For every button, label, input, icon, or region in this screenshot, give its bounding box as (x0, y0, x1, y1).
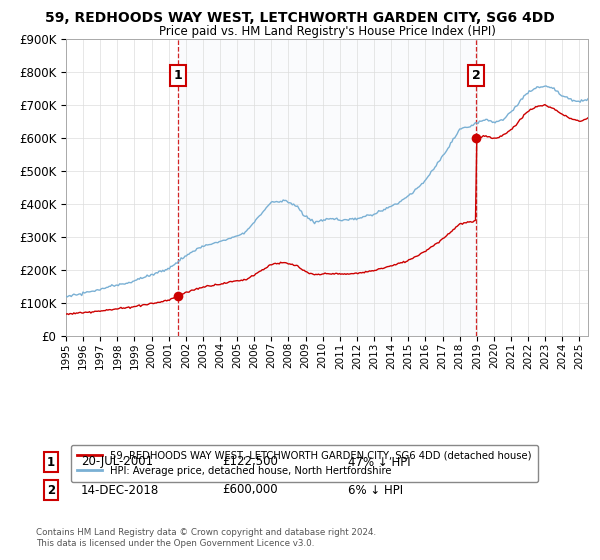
Text: 59, REDHOODS WAY WEST, LETCHWORTH GARDEN CITY, SG6 4DD: 59, REDHOODS WAY WEST, LETCHWORTH GARDEN… (45, 11, 555, 25)
Text: £600,000: £600,000 (222, 483, 278, 497)
Legend: 59, REDHOODS WAY WEST, LETCHWORTH GARDEN CITY, SG6 4DD (detached house), HPI: Av: 59, REDHOODS WAY WEST, LETCHWORTH GARDEN… (71, 445, 538, 482)
Title: Price paid vs. HM Land Registry's House Price Index (HPI): Price paid vs. HM Land Registry's House … (158, 25, 496, 38)
Text: 14-DEC-2018: 14-DEC-2018 (81, 483, 159, 497)
Text: 1: 1 (174, 69, 182, 82)
Text: Contains HM Land Registry data © Crown copyright and database right 2024.
This d: Contains HM Land Registry data © Crown c… (36, 528, 376, 548)
Text: 2: 2 (47, 483, 55, 497)
Text: 47% ↓ HPI: 47% ↓ HPI (348, 455, 410, 469)
Text: 20-JUL-2001: 20-JUL-2001 (81, 455, 153, 469)
Text: 2: 2 (472, 69, 481, 82)
Bar (178, 39, 476, 336)
Text: £122,500: £122,500 (222, 455, 278, 469)
Text: 1: 1 (47, 455, 55, 469)
Text: 6% ↓ HPI: 6% ↓ HPI (348, 483, 403, 497)
